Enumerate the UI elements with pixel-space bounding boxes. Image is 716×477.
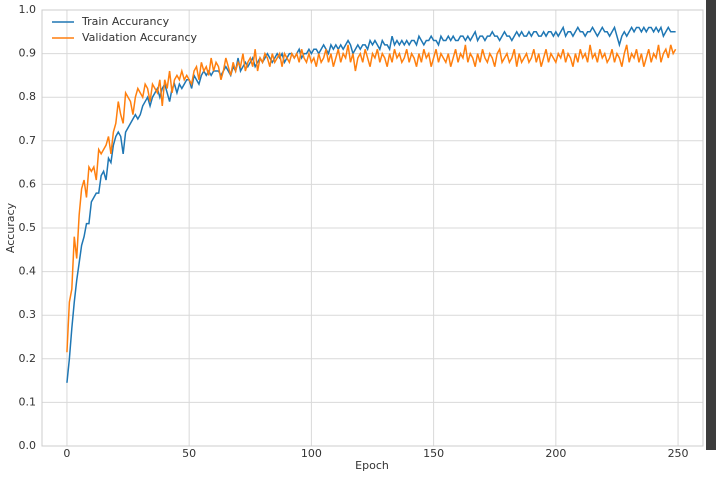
x-tick-label: 250 <box>668 447 689 460</box>
y-tick-label: 0.2 <box>19 352 37 365</box>
y-tick-label: 0.4 <box>19 265 37 278</box>
y-tick-label: 0.6 <box>19 177 37 190</box>
window-edge <box>706 0 716 477</box>
series-line <box>66 44 677 353</box>
plot-area: 0.0 0.1 0.2 0.3 0.4 0.5 0.6 0.7 0.8 0.9 1.0 0 50 100 1… <box>19 3 704 460</box>
plot-frame <box>41 9 704 447</box>
legend-label: Train Accurancy <box>81 15 170 28</box>
y-tick-label: 0.7 <box>19 134 37 147</box>
bottom-area <box>0 450 716 477</box>
y-tick-label: 0.9 <box>19 47 37 60</box>
x-tick-label: 200 <box>545 447 566 460</box>
y-axis-label: Accuracy <box>4 202 17 253</box>
y-tick-label: 0.0 <box>19 439 37 452</box>
y-tick-label: 0.1 <box>19 395 37 408</box>
y-tick-label: 0.8 <box>19 90 37 103</box>
x-tick-label: 100 <box>301 447 322 460</box>
y-tick-label: 1.0 <box>19 3 37 16</box>
legend-label: Validation Accurancy <box>82 31 197 44</box>
x-tick-label: 0 <box>63 447 70 460</box>
series-line <box>66 25 676 383</box>
x-tick-label: 50 <box>182 447 196 460</box>
y-tick-label: 0.5 <box>19 221 37 234</box>
x-tick-label: 150 <box>423 447 444 460</box>
y-tick-label: 0.3 <box>19 308 37 321</box>
x-axis-label: Epoch <box>355 459 389 472</box>
